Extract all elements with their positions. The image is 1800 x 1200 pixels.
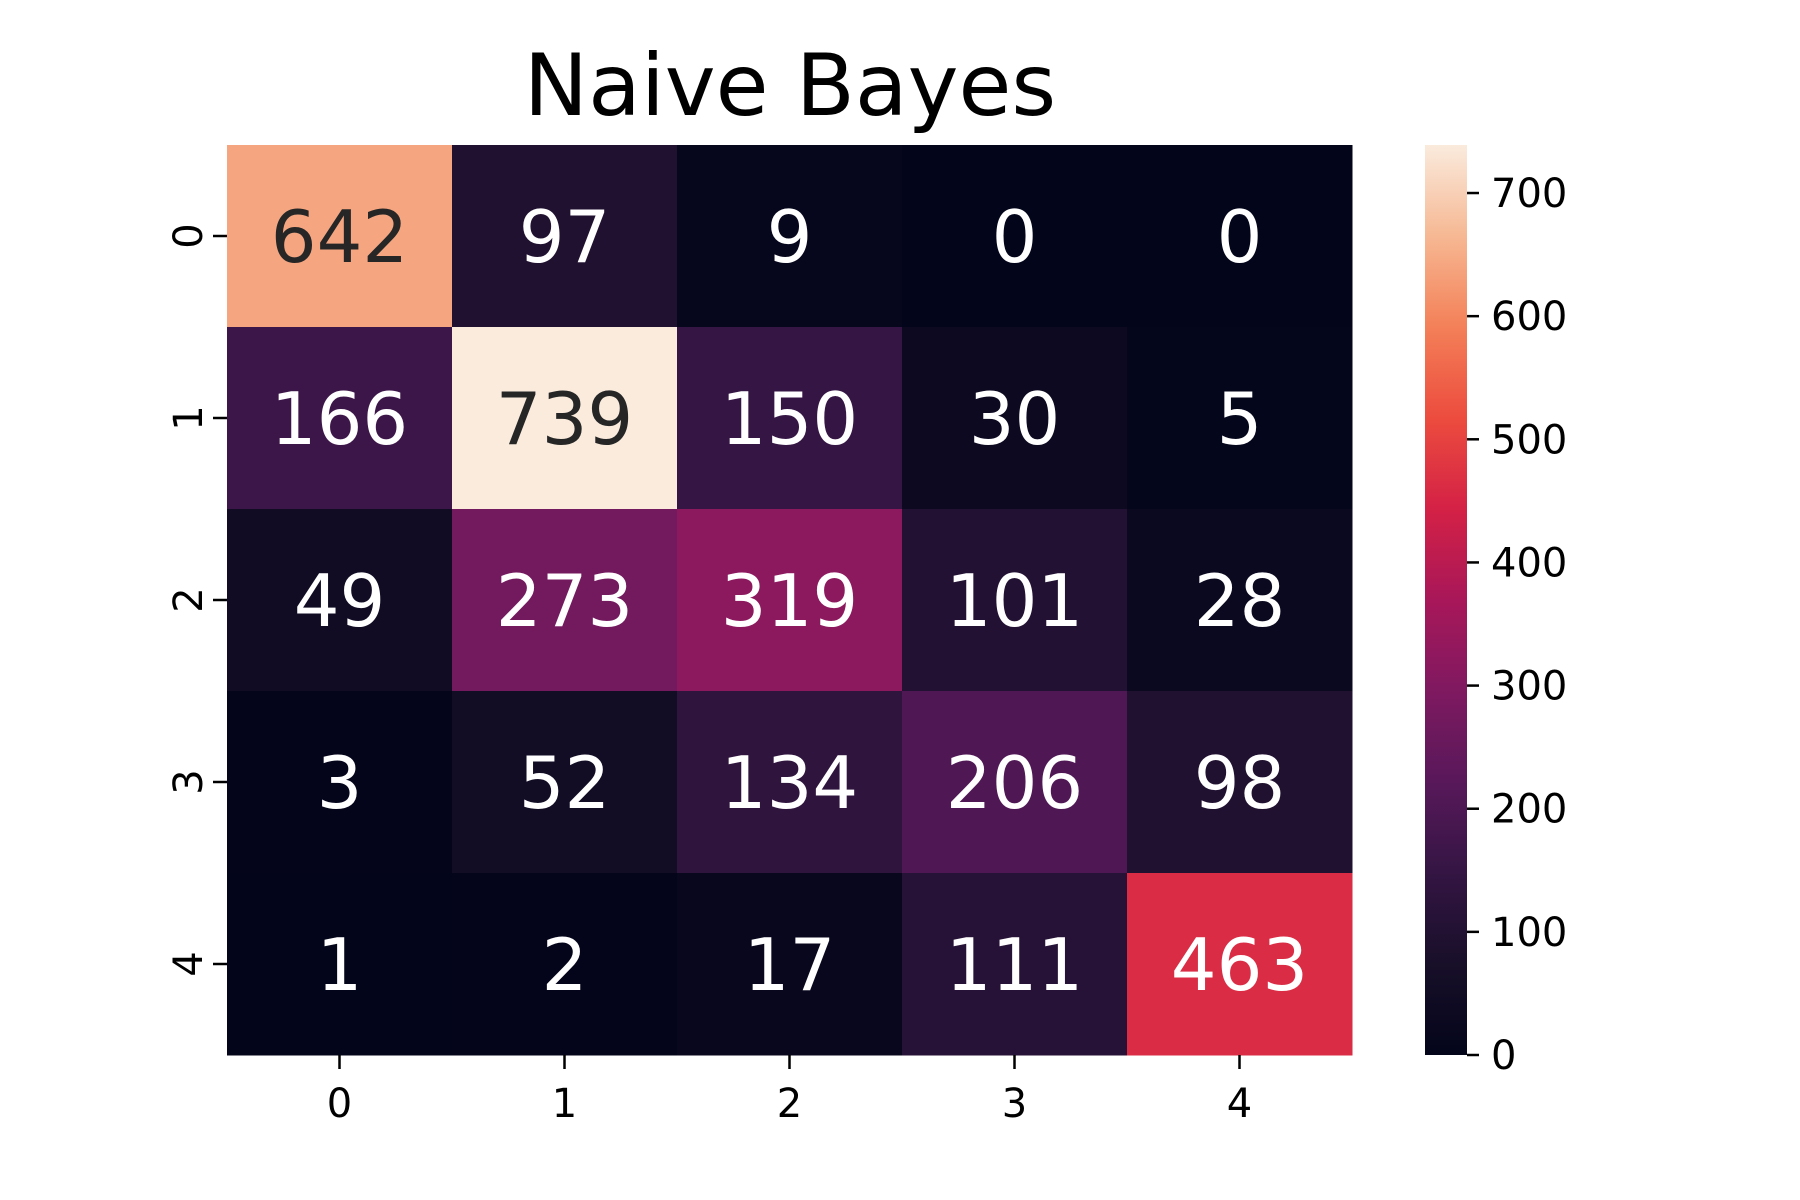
y-tick-label-1: 1 — [166, 405, 212, 430]
heatmap-cell-1-4 — [1127, 327, 1353, 510]
heatmap-cell-1-3 — [902, 327, 1128, 510]
heatmap-cell-3-3 — [902, 691, 1128, 874]
cell-label-4-4: 463 — [1171, 923, 1308, 1007]
heatmap-cell-4-1 — [452, 873, 678, 1056]
cell-label-0-1: 97 — [519, 195, 611, 279]
heatmap-cell-0-3 — [902, 145, 1128, 328]
cell-label-4-1: 2 — [542, 923, 588, 1007]
heatmap-cell-4-0 — [227, 873, 453, 1056]
cell-label-1-1: 739 — [496, 377, 633, 461]
y-tick-label-3: 3 — [166, 769, 212, 794]
heatmap-cell-0-4 — [1127, 145, 1353, 328]
colorbar-tick-label-600: 600 — [1491, 294, 1567, 340]
heatmap-cell-4-4 — [1127, 873, 1353, 1056]
cell-label-4-3: 111 — [946, 923, 1083, 1007]
y-axis: 0 1 2 3 4 — [166, 223, 227, 977]
cell-label-2-2: 319 — [721, 559, 858, 643]
heatmap-cell-3-0 — [227, 691, 453, 874]
colorbar-tick-label-0: 0 — [1491, 1033, 1516, 1079]
heatmap-cell-3-1 — [452, 691, 678, 874]
cell-label-3-3: 206 — [946, 741, 1083, 825]
cell-label-4-0: 1 — [317, 923, 363, 1007]
cell-label-0-3: 0 — [992, 195, 1038, 279]
colorbar: 0 100 200 300 400 500 600 700 — [1425, 145, 1567, 1079]
x-tick-label-0: 0 — [327, 1081, 352, 1127]
heatmap-cell-3-4 — [1127, 691, 1353, 874]
x-tick-label-3: 3 — [1002, 1081, 1027, 1127]
y-tick-label-0: 0 — [166, 223, 212, 248]
cell-label-2-0: 49 — [294, 559, 386, 643]
heatmap-cell-1-1 — [452, 327, 678, 510]
x-tick-label-4: 4 — [1227, 1081, 1252, 1127]
colorbar-tick-label-700: 700 — [1491, 171, 1567, 217]
heatmap-cell-2-3 — [902, 509, 1128, 692]
cell-label-3-1: 52 — [519, 741, 611, 825]
cell-label-1-0: 166 — [271, 377, 408, 461]
heatmap-cell-2-2 — [677, 509, 903, 692]
cell-label-1-2: 150 — [721, 377, 858, 461]
y-tick-label-4: 4 — [166, 951, 212, 976]
heatmap-cells: 642 97 9 0 0 166 739 150 30 5 49 273 319 101 28 3 52 134 2… — [227, 145, 1353, 1056]
heatmap-cell-0-1 — [452, 145, 678, 328]
cell-label-3-2: 134 — [721, 741, 858, 825]
chart-title: Naive Bayes — [524, 36, 1056, 136]
y-tick-label-2: 2 — [166, 587, 212, 612]
x-tick-label-2: 2 — [777, 1081, 802, 1127]
colorbar-gradient — [1425, 145, 1467, 1055]
heatmap-cell-2-4 — [1127, 509, 1353, 692]
colorbar-tick-label-500: 500 — [1491, 417, 1567, 463]
cell-label-4-2: 17 — [744, 923, 836, 1007]
heatmap-cell-1-0 — [227, 327, 453, 510]
heatmap-cell-4-2 — [677, 873, 903, 1056]
cell-label-0-2: 9 — [767, 195, 813, 279]
heatmap-cell-1-2 — [677, 327, 903, 510]
heatmap-cell-4-3 — [902, 873, 1128, 1056]
heatmap-cell-3-2 — [677, 691, 903, 874]
cell-label-0-4: 0 — [1217, 195, 1263, 279]
heatmap-cell-0-2 — [677, 145, 903, 328]
heatmap-cell-0-0 — [227, 145, 453, 328]
cell-label-2-1: 273 — [496, 559, 633, 643]
cell-label-3-4: 98 — [1194, 741, 1286, 825]
x-axis: 0 1 2 3 4 — [327, 1055, 1252, 1127]
cell-label-2-3: 101 — [946, 559, 1083, 643]
colorbar-tick-label-400: 400 — [1491, 540, 1567, 586]
x-tick-label-1: 1 — [552, 1081, 577, 1127]
heatmap-cell-2-0 — [227, 509, 453, 692]
colorbar-tick-label-300: 300 — [1491, 664, 1567, 710]
cell-label-3-0: 3 — [317, 741, 363, 825]
colorbar-tick-label-100: 100 — [1491, 910, 1567, 956]
colorbar-tick-label-200: 200 — [1491, 787, 1567, 833]
cell-label-1-4: 5 — [1217, 377, 1263, 461]
heatmap-cell-2-1 — [452, 509, 678, 692]
cell-label-2-4: 28 — [1194, 559, 1286, 643]
cell-label-1-3: 30 — [969, 377, 1061, 461]
cell-label-0-0: 642 — [271, 195, 408, 279]
